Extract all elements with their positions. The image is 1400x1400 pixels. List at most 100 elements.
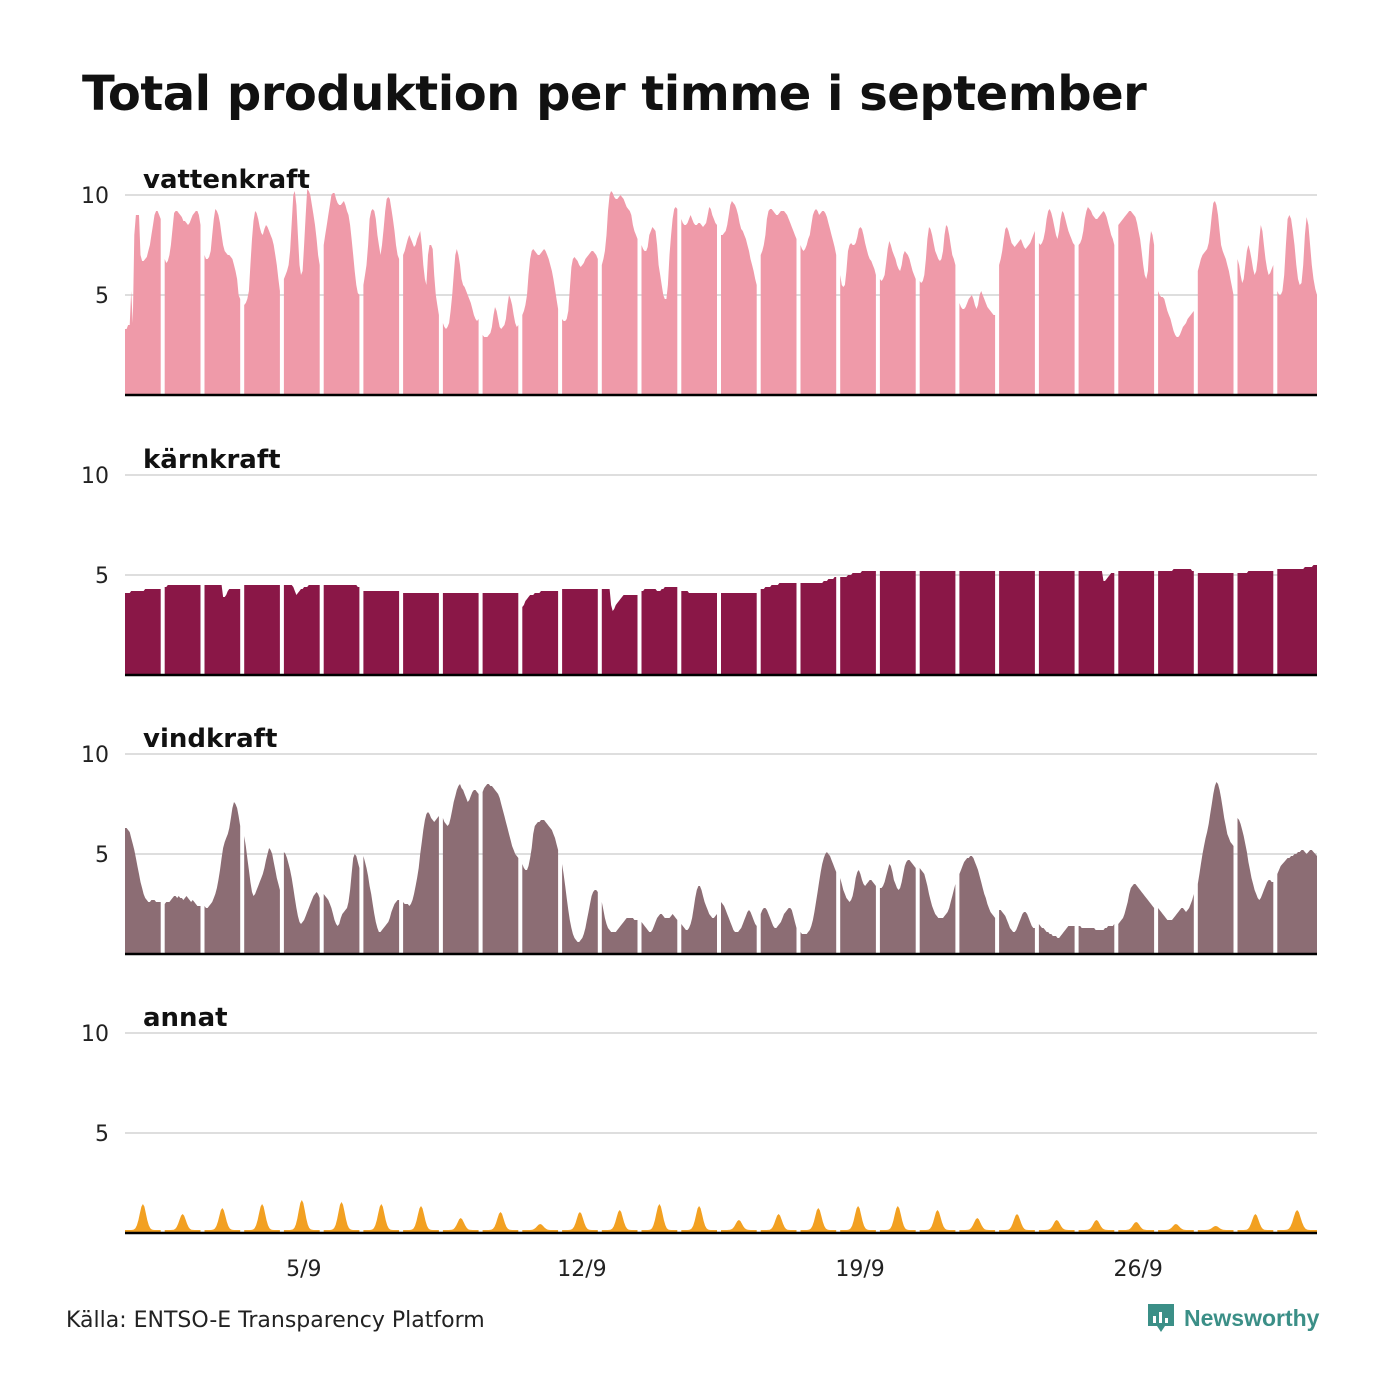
area-day-3	[204, 585, 241, 675]
panel-1: 5 10 kärnkraft	[81, 445, 1317, 677]
area-day-4	[244, 585, 280, 675]
panel-0: 5 10 vattenkraft	[81, 165, 1317, 397]
area-day-28	[1197, 573, 1234, 675]
area-day-14	[641, 1204, 678, 1233]
area-day-22	[959, 291, 996, 395]
area-day-21	[919, 868, 956, 954]
area-day-6	[323, 585, 360, 675]
area-day-30	[1277, 215, 1317, 395]
area-day-19	[840, 227, 876, 395]
area-day-3	[204, 209, 241, 395]
area-day-20	[879, 241, 916, 395]
area-day-4	[244, 836, 280, 954]
area-day-18	[800, 1208, 837, 1233]
area-day-9	[442, 249, 479, 395]
area-day-11	[522, 820, 559, 954]
area-day-5	[283, 1200, 320, 1233]
area-day-1	[125, 1204, 161, 1233]
area-day-5	[283, 852, 320, 954]
area-day-1	[125, 828, 161, 954]
area-day-26	[1118, 1222, 1155, 1233]
x-tick-label: 26/9	[1113, 1257, 1162, 1282]
area-day-20	[879, 1206, 916, 1233]
area-day-21	[919, 1210, 956, 1233]
area-day-13	[601, 1210, 638, 1233]
area-day-26	[1118, 211, 1155, 395]
area-day-9	[442, 784, 479, 954]
area-day-19	[840, 870, 876, 954]
brand-name: Newsworthy	[1184, 1304, 1320, 1331]
y-tick-label: 5	[95, 843, 109, 868]
area-day-12	[562, 864, 598, 954]
y-tick-label: 10	[81, 1022, 109, 1047]
area-day-10	[482, 593, 519, 675]
y-tick-label: 5	[95, 1122, 109, 1147]
source-note: Källa: ENTSO-E Transparency Platform	[66, 1308, 485, 1333]
area-day-17	[760, 209, 797, 395]
area-day-18	[800, 577, 837, 675]
area-day-17	[760, 908, 797, 954]
x-tick-label: 5/9	[286, 1257, 321, 1282]
area-day-10	[482, 1212, 519, 1233]
panel-2: 5 10 vindkraft	[81, 724, 1317, 956]
area-day-5	[283, 585, 320, 675]
area-day-16	[721, 201, 757, 395]
area-day-6	[323, 193, 360, 395]
area-day-30	[1277, 1210, 1317, 1233]
y-tick-label: 5	[95, 564, 109, 589]
area-day-8	[403, 812, 439, 954]
area-day-24	[1038, 571, 1075, 675]
area-day-22	[959, 856, 996, 954]
x-tick-label: 12/9	[557, 1257, 606, 1282]
area-day-25	[1078, 571, 1115, 675]
panel-label-1: kärnkraft	[143, 445, 281, 475]
area-day-8	[403, 231, 439, 395]
page-title: Total produktion per timme i september	[82, 66, 1147, 122]
area-day-27	[1158, 894, 1194, 954]
area-day-3	[204, 802, 241, 954]
y-tick-label: 10	[81, 184, 109, 209]
area-day-18	[800, 209, 837, 395]
area-day-25	[1078, 207, 1115, 395]
area-day-6	[323, 1202, 360, 1233]
area-day-29	[1237, 225, 1274, 395]
area-day-15	[681, 1206, 717, 1233]
area-day-25	[1078, 924, 1115, 954]
area-day-14	[641, 914, 678, 954]
area-day-4	[244, 211, 280, 395]
area-day-30	[1277, 565, 1317, 675]
area-day-21	[919, 571, 956, 675]
area-day-26	[1118, 571, 1155, 675]
y-tick-label: 10	[81, 464, 109, 489]
area-day-2	[164, 211, 201, 395]
area-day-6	[323, 854, 360, 954]
area-day-8	[403, 1206, 439, 1233]
area-day-7	[363, 1204, 400, 1233]
area-day-23	[999, 571, 1035, 675]
y-tick-label: 10	[81, 743, 109, 768]
area-day-16	[721, 1220, 757, 1233]
area-day-5	[283, 189, 320, 395]
area-day-30	[1277, 850, 1317, 954]
y-tick-label: 5	[95, 284, 109, 309]
area-day-23	[999, 1214, 1035, 1233]
area-day-22	[959, 571, 996, 675]
panel-label-0: vattenkraft	[143, 165, 310, 195]
area-day-15	[681, 207, 717, 395]
area-day-23	[999, 227, 1035, 395]
area-day-27	[1158, 1224, 1194, 1233]
area-day-20	[879, 571, 916, 675]
area-day-17	[760, 583, 797, 675]
area-day-11	[522, 591, 559, 675]
area-day-3	[204, 1208, 241, 1233]
area-day-22	[959, 1218, 996, 1233]
area-day-24	[1038, 924, 1075, 954]
area-day-15	[681, 591, 717, 675]
area-day-28	[1197, 1226, 1234, 1233]
area-day-13	[601, 902, 638, 954]
area-day-20	[879, 860, 916, 954]
area-day-8	[403, 593, 439, 675]
area-day-29	[1237, 1214, 1274, 1233]
area-day-19	[840, 1206, 876, 1233]
